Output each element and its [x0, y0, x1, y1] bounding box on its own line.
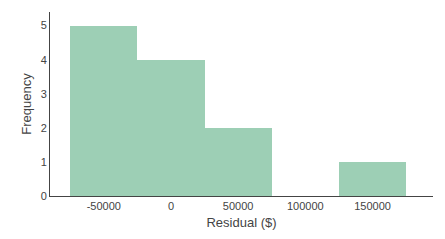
svg-text:4: 4 — [41, 54, 47, 66]
svg-text:50000: 50000 — [223, 200, 254, 212]
svg-text:Frequency: Frequency — [19, 73, 34, 135]
svg-text:100000: 100000 — [287, 200, 324, 212]
svg-text:2: 2 — [41, 122, 47, 134]
svg-text:150000: 150000 — [354, 200, 391, 212]
svg-text:0: 0 — [41, 190, 47, 202]
svg-text:-50000: -50000 — [87, 200, 121, 212]
svg-text:3: 3 — [41, 88, 47, 100]
svg-text:0: 0 — [168, 200, 174, 212]
svg-text:Residual ($): Residual ($) — [206, 215, 276, 230]
svg-text:1: 1 — [41, 156, 47, 168]
svg-text:5: 5 — [41, 19, 47, 31]
